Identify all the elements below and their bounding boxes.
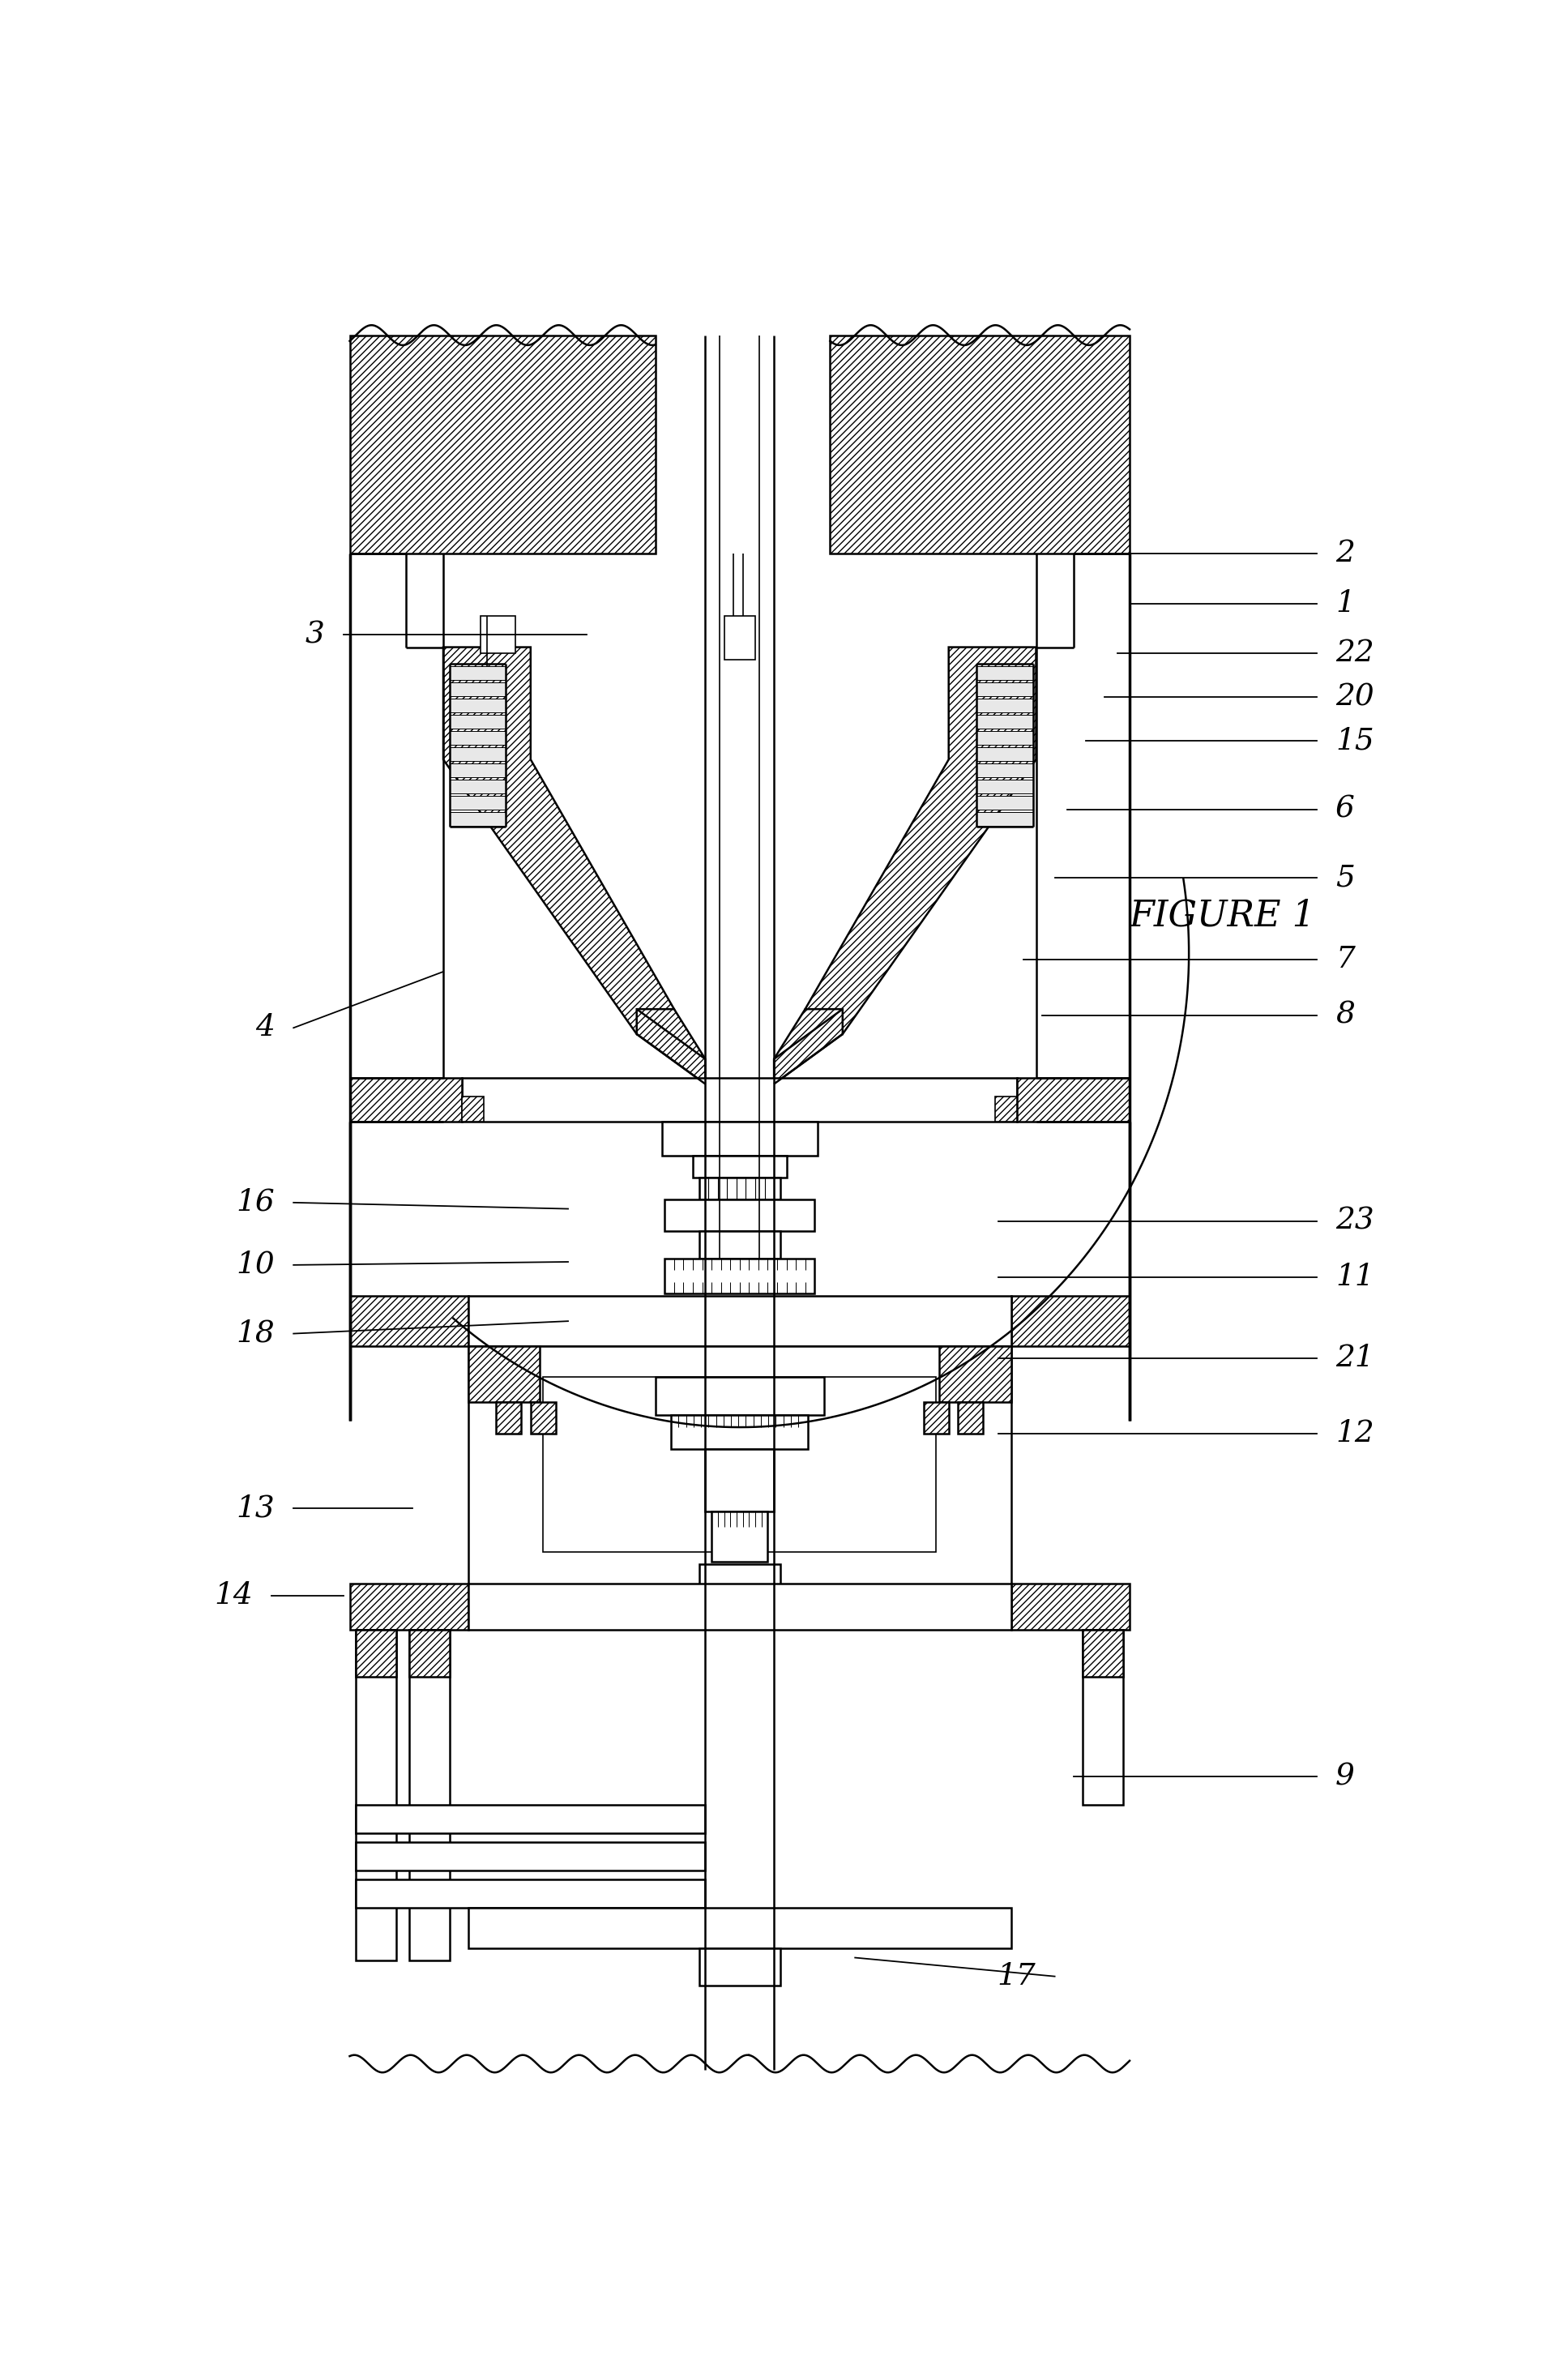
Text: 8: 8 — [1336, 1001, 1355, 1029]
Bar — [706, 1450, 775, 1512]
Bar — [450, 682, 505, 696]
Text: 12: 12 — [1336, 1419, 1374, 1448]
Bar — [693, 1155, 787, 1177]
Bar — [996, 1096, 1018, 1122]
Bar — [469, 1295, 1011, 1345]
Text: 3: 3 — [306, 620, 325, 649]
Bar — [481, 616, 514, 654]
Bar — [699, 1231, 781, 1260]
Bar — [977, 699, 1033, 713]
Bar — [665, 1200, 814, 1231]
Bar — [671, 1414, 808, 1450]
Bar — [1083, 1631, 1123, 1804]
Text: 10: 10 — [237, 1250, 274, 1279]
Bar — [463, 1077, 1018, 1122]
Polygon shape — [1083, 1631, 1123, 1676]
Bar — [977, 666, 1033, 680]
Polygon shape — [637, 1010, 706, 1084]
Text: 17: 17 — [997, 1961, 1036, 1992]
Bar — [450, 746, 505, 761]
Text: 18: 18 — [237, 1319, 274, 1348]
Text: 15: 15 — [1336, 727, 1374, 756]
Text: 11: 11 — [1336, 1262, 1374, 1293]
Bar — [977, 746, 1033, 761]
Bar — [977, 715, 1033, 727]
Bar — [977, 813, 1033, 825]
Text: FIGURE 1: FIGURE 1 — [1129, 899, 1316, 934]
Text: 23: 23 — [1336, 1208, 1374, 1236]
Bar — [450, 796, 505, 811]
Polygon shape — [1018, 1077, 1129, 1122]
Bar — [463, 1096, 485, 1122]
Text: 6: 6 — [1336, 794, 1355, 825]
Bar — [450, 715, 505, 727]
Bar — [450, 730, 505, 744]
Bar — [699, 1177, 781, 1200]
Polygon shape — [497, 1402, 521, 1433]
Text: 2: 2 — [1336, 540, 1355, 568]
Polygon shape — [1011, 1583, 1129, 1631]
Text: 7: 7 — [1336, 944, 1355, 975]
Bar — [977, 780, 1033, 794]
Text: 5: 5 — [1336, 863, 1355, 894]
Bar — [450, 666, 505, 680]
Bar — [469, 1345, 1011, 1590]
Polygon shape — [958, 1402, 983, 1433]
Polygon shape — [469, 1345, 539, 1402]
Text: 16: 16 — [237, 1188, 274, 1217]
Polygon shape — [350, 335, 655, 554]
Bar — [655, 1376, 823, 1414]
Text: 9: 9 — [1336, 1761, 1355, 1792]
Text: 20: 20 — [1336, 682, 1374, 711]
Bar — [699, 1949, 781, 1985]
Text: 22: 22 — [1336, 639, 1374, 668]
Bar — [450, 763, 505, 777]
Bar — [665, 1260, 814, 1293]
Text: 1: 1 — [1336, 589, 1355, 618]
Text: 4: 4 — [256, 1013, 274, 1044]
Bar — [469, 1909, 1011, 1949]
Polygon shape — [924, 1402, 949, 1433]
Bar — [450, 699, 505, 713]
Bar — [356, 1842, 706, 1871]
Polygon shape — [350, 1295, 469, 1345]
Polygon shape — [829, 335, 1129, 554]
Bar — [724, 616, 756, 661]
Bar — [356, 1880, 706, 1909]
Bar — [662, 1122, 817, 1155]
Polygon shape — [775, 1010, 842, 1084]
Polygon shape — [409, 1631, 450, 1676]
Polygon shape — [530, 1402, 555, 1433]
Bar — [977, 796, 1033, 811]
Polygon shape — [350, 1077, 463, 1122]
Bar — [409, 1631, 450, 1961]
Polygon shape — [356, 1631, 397, 1676]
Bar — [712, 1512, 768, 1562]
Text: 21: 21 — [1336, 1343, 1374, 1374]
Bar — [699, 1564, 781, 1590]
Bar — [543, 1376, 936, 1552]
Bar — [977, 682, 1033, 696]
Bar — [356, 1804, 706, 1833]
Polygon shape — [804, 647, 1036, 1034]
Bar — [356, 1631, 397, 1961]
Text: 14: 14 — [215, 1581, 252, 1609]
Text: 13: 13 — [237, 1493, 274, 1524]
Polygon shape — [444, 647, 674, 1034]
Bar — [977, 730, 1033, 744]
Bar — [450, 813, 505, 825]
Polygon shape — [1011, 1295, 1129, 1345]
Bar — [469, 1583, 1011, 1631]
Polygon shape — [939, 1345, 1011, 1402]
Bar — [977, 763, 1033, 777]
Polygon shape — [350, 1583, 469, 1631]
Bar — [450, 780, 505, 794]
